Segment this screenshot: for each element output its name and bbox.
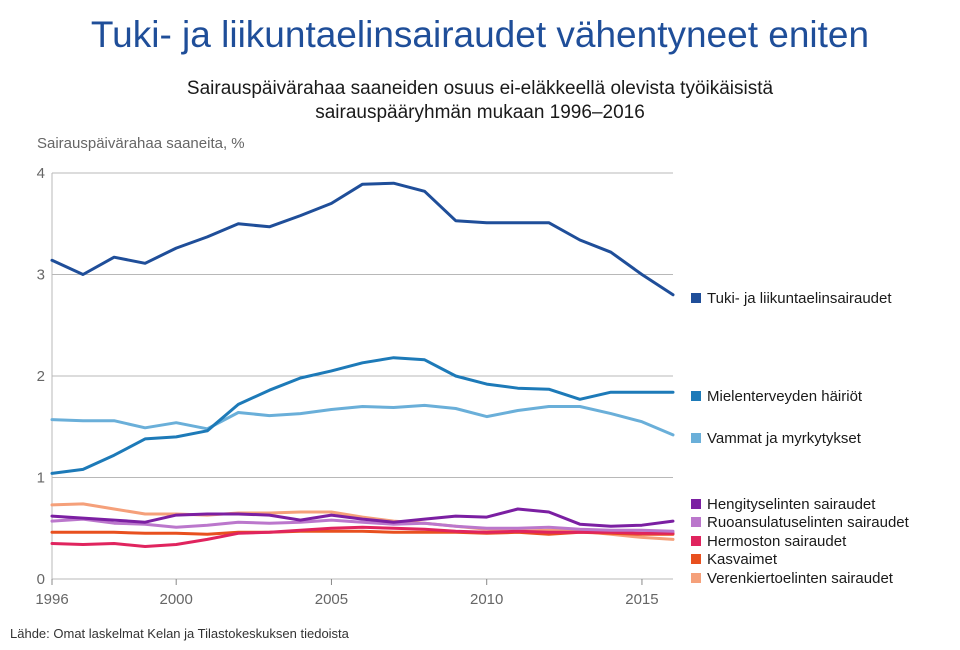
y-tick-labels: 0 1 2 3 4	[37, 165, 45, 588]
legend-label: Vammat ja myrkytykset	[707, 430, 862, 447]
legend-swatch	[691, 573, 701, 583]
series-line-5	[50, 517, 675, 533]
legend: Tuki- ja liikuntaelinsairaudet Mielenterv…	[691, 290, 910, 587]
y-tick-label: 0	[37, 571, 45, 588]
series-line-3	[50, 403, 675, 437]
x-tick-label: 2000	[160, 591, 193, 608]
legend-swatch	[691, 554, 701, 564]
legend-label: Ruoansulatuselinten sairaudet	[707, 514, 910, 531]
legend-swatch	[691, 293, 701, 303]
y-tick-label: 1	[37, 470, 45, 487]
legend-swatch	[691, 391, 701, 401]
legend-swatch	[691, 499, 701, 509]
legend-label: Hermoston sairaudet	[707, 533, 847, 550]
y-tick-label: 2	[37, 368, 45, 385]
legend-label: Kasvaimet	[707, 551, 778, 568]
legend-label: Verenkiertoelinten sairaudet	[707, 570, 894, 587]
x-tick-label: 2015	[625, 591, 658, 608]
x-tick-label: 2010	[470, 591, 503, 608]
legend-label: Tuki- ja liikuntaelinsairaudet	[707, 290, 892, 307]
legend-label: Mielenterveyden häiriöt	[707, 388, 863, 405]
chart-subtitle-line-2: sairauspääryhmän mukaan 1996–2016	[315, 102, 645, 123]
series-line-1	[50, 181, 675, 297]
y-tick-label: 3	[37, 267, 45, 284]
y-tick-label: 4	[37, 165, 45, 182]
series-lines	[50, 181, 675, 548]
series-line-2	[50, 356, 675, 475]
y-axis-label: Sairauspäivärahaa saaneita, %	[37, 135, 245, 152]
series-line-4	[50, 507, 675, 528]
legend-swatch	[691, 517, 701, 527]
grid-lines	[51, 172, 673, 580]
chart-title: Tuki- ja liikuntaelinsairaudet vähentyne…	[90, 14, 870, 55]
x-tick-labels: 1996 2000 2005 2010 2015	[35, 579, 659, 608]
legend-label: Hengityselinten sairaudet	[707, 496, 876, 513]
legend-swatch	[691, 536, 701, 546]
x-tick-label: 1996	[35, 591, 68, 608]
series-line-6	[50, 525, 675, 548]
source-note: Lähde: Omat laskelmat Kelan ja Tilastoke…	[10, 626, 349, 641]
x-tick-label: 2005	[315, 591, 348, 608]
chart-subtitle-line-1: Sairauspäivärahaa saaneiden osuus ei-elä…	[186, 78, 774, 99]
legend-swatch	[691, 433, 701, 443]
